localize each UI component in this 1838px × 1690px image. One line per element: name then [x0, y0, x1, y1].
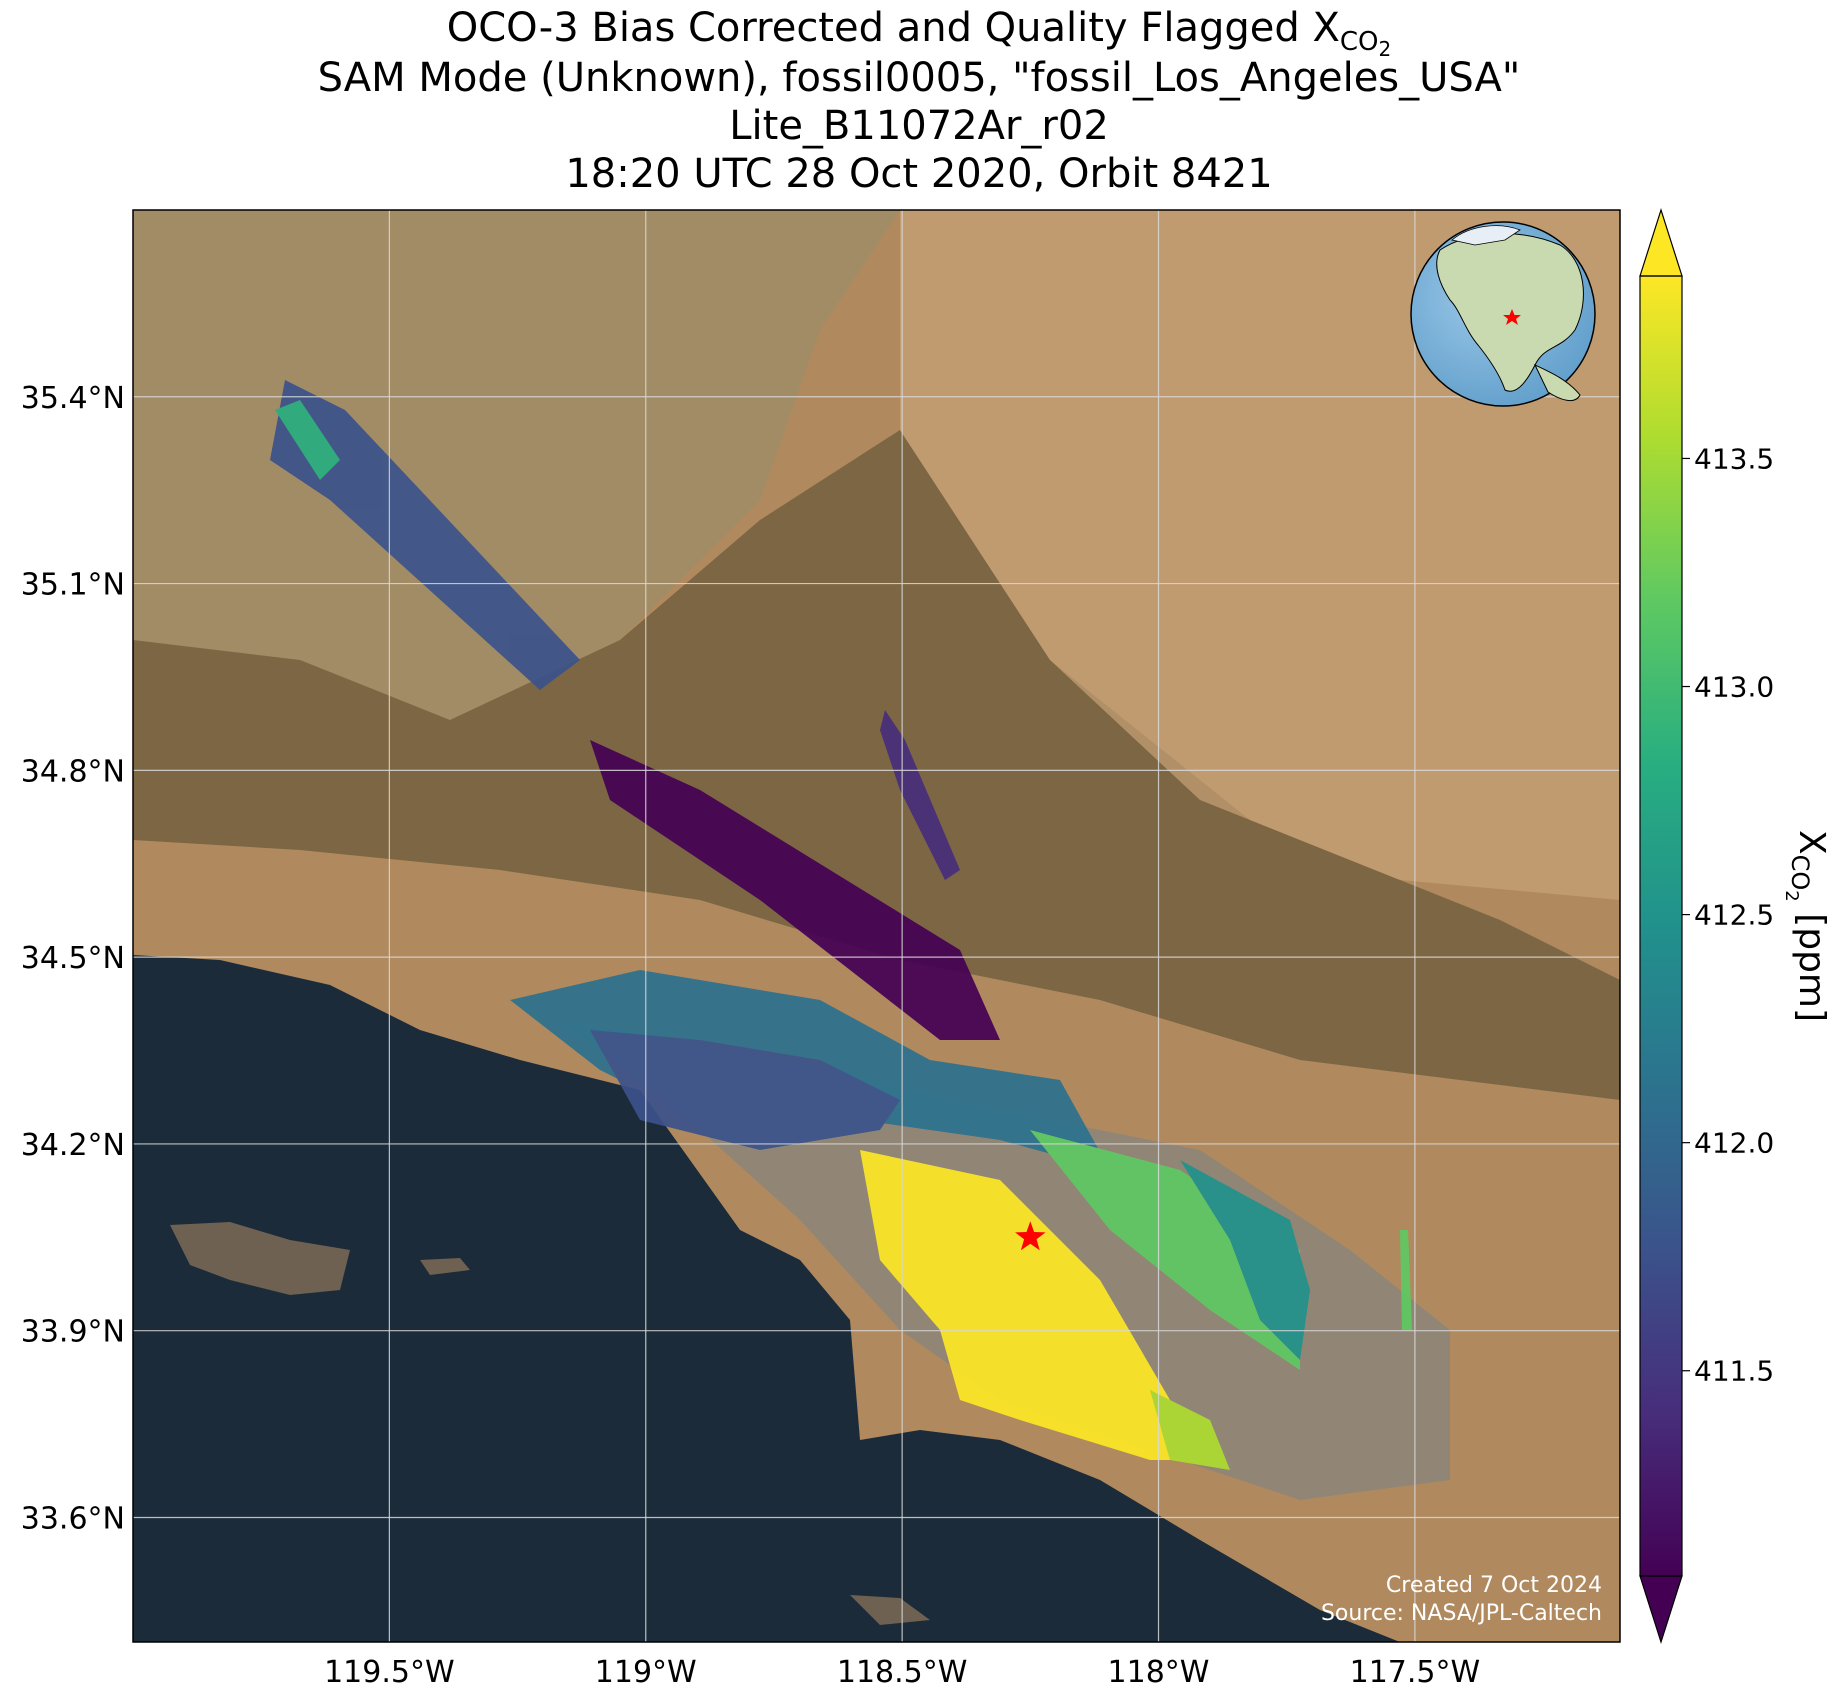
- title-subscript: CO2: [1339, 27, 1392, 62]
- mountain-range: [133, 430, 1620, 1100]
- swath-east-1: [1030, 1130, 1300, 1370]
- lat-tick-label: 34.5°N: [21, 941, 125, 976]
- colorbar-extend-min: [1639, 1575, 1683, 1644]
- swath-east-sliver: [1400, 1230, 1412, 1330]
- lon-tick-label: 118.5°W: [837, 1655, 968, 1690]
- north-america-globe-icon: [1410, 221, 1596, 407]
- swath-central-1: [590, 740, 1000, 1040]
- map-frame: [132, 209, 1621, 1643]
- colorbar-tick-label: 413.0: [1694, 671, 1774, 704]
- colorbar: 411.5 412.0 412.5 413.0 413.5 XCO2 [ppm]: [1639, 208, 1832, 1644]
- anacapa-island: [420, 1258, 470, 1275]
- target-star-shape: [1015, 1221, 1046, 1251]
- central-valley: [133, 210, 900, 720]
- lat-tick-label: 35.4°N: [21, 381, 125, 416]
- mojave-desert: [900, 210, 1620, 900]
- basemap: [133, 210, 1620, 1642]
- santa-cruz-island: [170, 1222, 350, 1295]
- lat-tick-label: 33.9°N: [21, 1315, 125, 1350]
- credit-source: Source: NASA/JPL-Caltech: [1321, 1601, 1602, 1626]
- swath-narrow: [880, 710, 960, 880]
- colorbar-label: XCO2 [ppm]: [1781, 830, 1832, 1022]
- colorbar-tick-label: 413.5: [1694, 442, 1774, 475]
- lon-tick-label: 118°W: [1108, 1655, 1210, 1690]
- chart-title-line2: SAM Mode (Unknown), fossil0005, "fossil_…: [317, 55, 1521, 101]
- colorbar-tick-label: 412.0: [1694, 1127, 1774, 1160]
- lat-tick-label: 35.1°N: [21, 568, 125, 603]
- catalina-island: [850, 1595, 930, 1625]
- longitude-tick-labels: 119.5°W 119°W 118.5°W 118°W 117.5°W: [324, 1655, 1480, 1690]
- swath-east-2: [1180, 1160, 1310, 1360]
- map-gridlines: [133, 210, 1620, 1642]
- lon-tick-label: 119.5°W: [324, 1655, 455, 1690]
- lat-tick-label: 33.6°N: [21, 1501, 125, 1536]
- chart-title-line4: 18:20 UTC 28 Oct 2020, Orbit 8421: [565, 151, 1273, 197]
- lon-tick-label: 119°W: [595, 1655, 697, 1690]
- swath-la-core: [860, 1150, 1210, 1460]
- target-star-icon: [1015, 1221, 1046, 1251]
- xco2-swaths: [270, 380, 1412, 1470]
- credit-created: Created 7 Oct 2024: [1386, 1573, 1602, 1598]
- colorbar-gradient: [1640, 276, 1682, 1576]
- lat-tick-label: 34.2°N: [21, 1128, 125, 1163]
- latitude-tick-labels: 35.4°N 35.1°N 34.8°N 34.5°N 34.2°N 33.9°N 33.6…: [21, 381, 125, 1537]
- chart-title-line3: Lite_B11072Ar_r02: [729, 103, 1109, 149]
- swath-north-1: [270, 380, 580, 690]
- swath-basin-mid: [590, 1030, 900, 1150]
- colorbar-extend-max: [1639, 208, 1683, 277]
- globe-target-star: [1503, 309, 1521, 325]
- ocean: [133, 955, 1400, 1642]
- lon-tick-label: 117.5°W: [1350, 1655, 1481, 1690]
- title-prefix: OCO-3 Bias Corrected and Quality Flagged…: [446, 5, 1340, 51]
- swath-north-edge: [275, 400, 340, 480]
- swath-southeast: [1150, 1390, 1230, 1470]
- colorbar-ticks: 411.5 412.0 412.5 413.0 413.5: [1682, 442, 1774, 1388]
- lat-tick-label: 34.8°N: [21, 754, 125, 789]
- colorbar-tick-label: 411.5: [1694, 1355, 1774, 1388]
- chart-title-line1: OCO-3 Bias Corrected and Quality Flagged…: [0, 6, 1838, 71]
- colorbar-tick-label: 412.5: [1694, 899, 1774, 932]
